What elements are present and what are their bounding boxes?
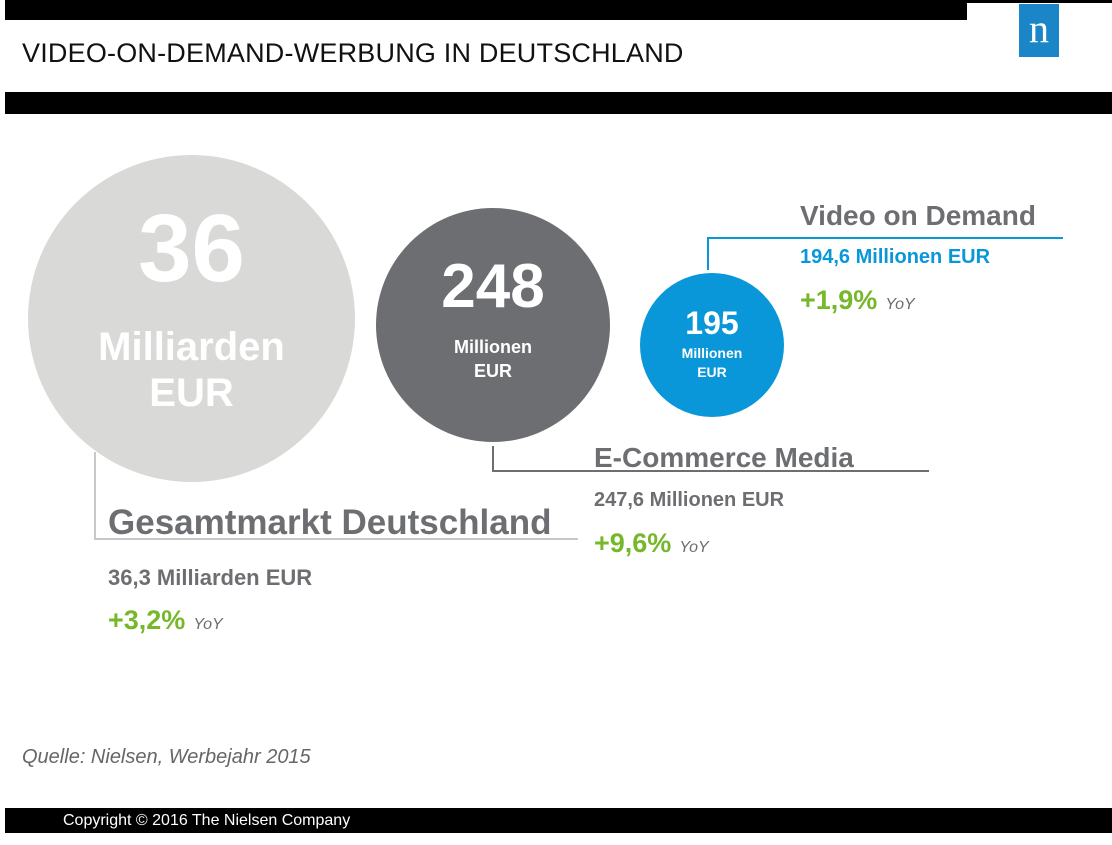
vod-connector-horizontal <box>707 237 1063 239</box>
ecommerce-yoy: YoY <box>679 539 709 556</box>
ecommerce-value: 247,6 Millionen EUR <box>594 489 785 511</box>
total-market-heading: Gesamtmarkt Deutschland <box>108 503 552 542</box>
vod-circle: 195 Millionen EUR <box>640 273 784 417</box>
top-bar-thin <box>967 0 1112 3</box>
vod-value: 194,6 Millionen EUR <box>800 246 991 268</box>
footer-bar <box>5 808 1112 833</box>
total-market-currency: EUR <box>149 370 234 415</box>
total-market-yoy: YoY <box>193 616 223 633</box>
page-title: VIDEO-ON-DEMAND-WERBUNG IN DEUTSCHLAND <box>22 38 684 68</box>
total-market-value: 36,3 Milliarden EUR <box>108 565 313 590</box>
total-market-growth-value: +3,2% <box>108 605 186 635</box>
total-market-number: 36 <box>138 194 245 302</box>
total-market-unit: Milliarden <box>98 324 285 369</box>
vod-heading: Video on Demand <box>800 200 1036 231</box>
vod-connector-vertical <box>707 238 709 270</box>
vod-number: 195 <box>685 305 739 341</box>
ecommerce-heading: E-Commerce Media <box>594 442 854 473</box>
ecommerce-growth-value: +9,6% <box>594 528 672 558</box>
nielsen-logo: n <box>1019 4 1059 57</box>
ecommerce-currency: EUR <box>473 361 512 381</box>
ecommerce-connector-vertical <box>492 446 494 472</box>
ecommerce-number: 248 <box>441 252 545 321</box>
ecommerce-growth: +9,6% YoY <box>594 528 709 559</box>
source-note: Quelle: Nielsen, Werbejahr 2015 <box>22 746 311 768</box>
vod-growth-value: +1,9% <box>800 285 878 315</box>
ecommerce-unit: Millionen <box>454 337 532 357</box>
vod-yoy: YoY <box>885 296 915 313</box>
total-market-circle: 36 Milliarden EUR <box>28 155 355 482</box>
ecommerce-connector-horizontal <box>492 470 929 472</box>
copyright-text: Copyright © 2016 The Nielsen Company <box>63 812 351 829</box>
vod-growth: +1,9% YoY <box>800 285 915 316</box>
nielsen-logo-letter: n <box>1029 6 1049 51</box>
vod-unit: Millionen <box>681 345 743 361</box>
total-market-connector-vertical <box>94 452 96 540</box>
total-market-connector-horizontal <box>94 538 578 540</box>
ecommerce-circle: 248 Millionen EUR <box>376 208 610 442</box>
vod-currency: EUR <box>697 364 727 380</box>
total-market-growth: +3,2% YoY <box>108 605 223 636</box>
top-bar <box>5 0 967 20</box>
header-divider-bar <box>5 92 1112 114</box>
